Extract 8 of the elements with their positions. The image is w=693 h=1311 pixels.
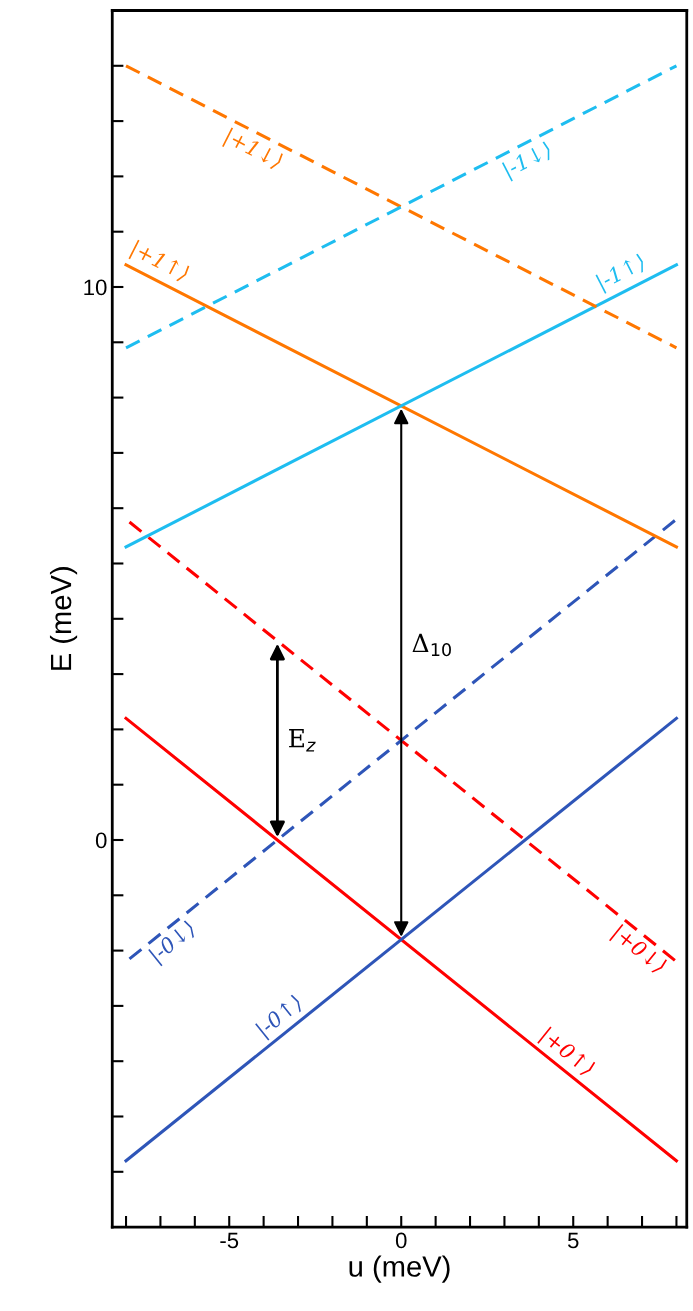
x-tick-label: 0 bbox=[395, 1232, 407, 1249]
y-tick-label: 10 bbox=[84, 279, 107, 296]
x-tick-label: -5 bbox=[220, 1232, 239, 1249]
y-axis-title: E (meV) bbox=[49, 567, 78, 670]
annotation: Δ$_{10}$ bbox=[412, 633, 451, 657]
annotation: E$_{z}$ bbox=[289, 729, 316, 752]
x-tick-label: 5 bbox=[567, 1232, 579, 1249]
x-axis-title: u (meV) bbox=[349, 1255, 450, 1283]
